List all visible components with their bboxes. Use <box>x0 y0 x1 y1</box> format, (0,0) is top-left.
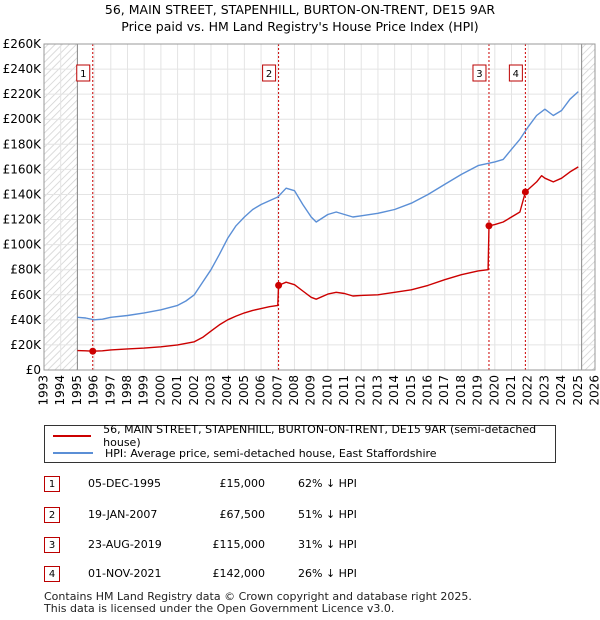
transaction-marker: 2 <box>44 507 60 523</box>
y-tick-label: £240K <box>3 62 43 76</box>
x-tick-label: 2021 <box>504 375 518 406</box>
sale-marker-label: 3 <box>476 69 482 80</box>
transaction-price: £142,000 <box>212 567 266 580</box>
y-tick-label: £220K <box>3 87 43 101</box>
x-tick-label: 2012 <box>354 375 368 406</box>
x-tick-label: 2007 <box>270 375 284 406</box>
transaction-row: 1 05-DEC-1995 £15,000 62% ↓ HPI <box>0 476 600 496</box>
transaction-date: 19-JAN-2007 <box>88 508 158 521</box>
sale-marker-box <box>262 64 277 82</box>
x-tick-label: 2003 <box>203 375 217 406</box>
transaction-row: 4 01-NOV-2021 £142,000 26% ↓ HPI <box>0 566 600 586</box>
x-tick-label: 2011 <box>337 375 351 406</box>
y-tick-label: £80K <box>10 263 42 277</box>
sale-point <box>275 281 283 289</box>
y-tick-label: £120K <box>3 213 43 227</box>
sale-point <box>89 347 97 355</box>
legend-label-property: 56, MAIN STREET, STAPENHILL, BURTON-ON-T… <box>103 423 537 449</box>
x-tick-label: 1995 <box>70 375 84 406</box>
sale-marker-label: 2 <box>266 69 272 80</box>
x-tick-label: 2004 <box>220 375 234 406</box>
x-tick-label: 1994 <box>53 375 67 406</box>
transaction-date: 01-NOV-2021 <box>88 567 162 580</box>
x-tick-label: 2010 <box>320 375 334 406</box>
y-tick-label: £20K <box>10 338 42 352</box>
transaction-hpi: 26% ↓ HPI <box>298 567 357 580</box>
footer-copyright: Contains HM Land Registry data © Crown c… <box>44 590 472 603</box>
x-tick-label: 2022 <box>521 375 535 406</box>
transaction-marker: 3 <box>44 537 60 553</box>
sale-marker-label: 4 <box>513 69 519 80</box>
legend: 56, MAIN STREET, STAPENHILL, BURTON-ON-T… <box>44 423 556 463</box>
x-tick-label: 1997 <box>103 375 117 406</box>
x-tick-label: 2016 <box>421 375 435 406</box>
x-tick-label: 2015 <box>404 375 418 406</box>
x-tick-label: 2008 <box>287 375 301 406</box>
x-tick-label: 2017 <box>437 375 451 406</box>
x-tick-label: 2020 <box>487 375 501 406</box>
x-tick-label: 2019 <box>471 375 485 406</box>
x-tick-label: 1998 <box>120 375 134 406</box>
y-tick-label: £140K <box>3 187 43 201</box>
legend-swatch-blue <box>53 452 93 454</box>
x-tick-label: 2013 <box>370 375 384 406</box>
sale-marker-box <box>472 64 487 82</box>
x-tick-label: 2024 <box>554 375 568 406</box>
y-tick-label: £200K <box>3 112 43 126</box>
y-tick-label: £180K <box>3 137 43 151</box>
price-chart: 1 2 3 4 £0 £20K £40K £60K £80K £100K £120K £140K £16… <box>3 37 600 406</box>
transaction-hpi: 62% ↓ HPI <box>298 477 357 490</box>
sale-point <box>485 222 493 230</box>
x-tick-label: 2006 <box>254 375 268 406</box>
sale-marker-label: 1 <box>80 69 86 80</box>
sale-point <box>521 188 529 196</box>
x-tick-label: 2009 <box>304 375 318 406</box>
transaction-price: £115,000 <box>212 538 266 551</box>
x-tick-label: 2025 <box>571 375 585 406</box>
transaction-date: 23-AUG-2019 <box>88 538 162 551</box>
legend-label-hpi: HPI: Average price, semi-detached house,… <box>105 446 437 460</box>
x-tick-label: 2001 <box>170 375 184 406</box>
plot-frame <box>43 43 596 371</box>
chart-subtitle: Price paid vs. HM Land Registry's House … <box>121 19 479 34</box>
series-line-property <box>77 166 579 352</box>
transaction-price: £67,500 <box>219 508 266 521</box>
legend-item-property: 56, MAIN STREET, STAPENHILL, BURTON-ON-T… <box>53 423 555 449</box>
y-tick-label: £40K <box>10 313 42 327</box>
plot-area <box>44 44 595 370</box>
sale-marker-box <box>76 64 91 82</box>
transaction-hpi: 31% ↓ HPI <box>298 538 357 551</box>
x-tick-label: 2018 <box>454 375 468 406</box>
y-tick-label: £0 <box>26 363 41 377</box>
legend-item-hpi: HPI: Average price, semi-detached house,… <box>53 445 437 461</box>
x-tick-label: 2014 <box>387 375 401 406</box>
y-tick-label: £60K <box>10 288 42 302</box>
x-tick-label: 2000 <box>153 375 167 406</box>
x-tick-label: 1996 <box>87 375 101 406</box>
transaction-hpi: 51% ↓ HPI <box>298 508 357 521</box>
hatched-region-end <box>581 44 595 370</box>
footer-licence: This data is licensed under the Open Gov… <box>44 602 395 615</box>
chart-title: 56, MAIN STREET, STAPENHILL, BURTON-ON-T… <box>104 2 496 17</box>
x-tick-label: 1999 <box>137 375 151 406</box>
transaction-date: 05-DEC-1995 <box>88 477 162 490</box>
transaction-row: 2 19-JAN-2007 £67,500 51% ↓ HPI <box>0 507 600 527</box>
y-tick-label: £160K <box>3 162 43 176</box>
transaction-marker: 4 <box>44 566 60 582</box>
y-tick-label: £260K <box>3 37 43 51</box>
x-tick-label: 2026 <box>588 375 600 406</box>
transaction-price: £15,000 <box>219 477 266 490</box>
x-tick-label: 2005 <box>237 375 251 406</box>
legend-swatch-red <box>53 435 92 437</box>
transaction-marker: 1 <box>44 476 60 492</box>
series-line-hpi <box>77 91 579 321</box>
y-tick-label: £100K <box>3 238 43 252</box>
sale-marker-box <box>508 64 523 82</box>
x-tick-label: 2023 <box>537 375 551 406</box>
x-tick-label: 1993 <box>37 375 51 406</box>
transaction-row: 3 23-AUG-2019 £115,000 31% ↓ HPI <box>0 537 600 557</box>
x-tick-label: 2002 <box>187 375 201 406</box>
